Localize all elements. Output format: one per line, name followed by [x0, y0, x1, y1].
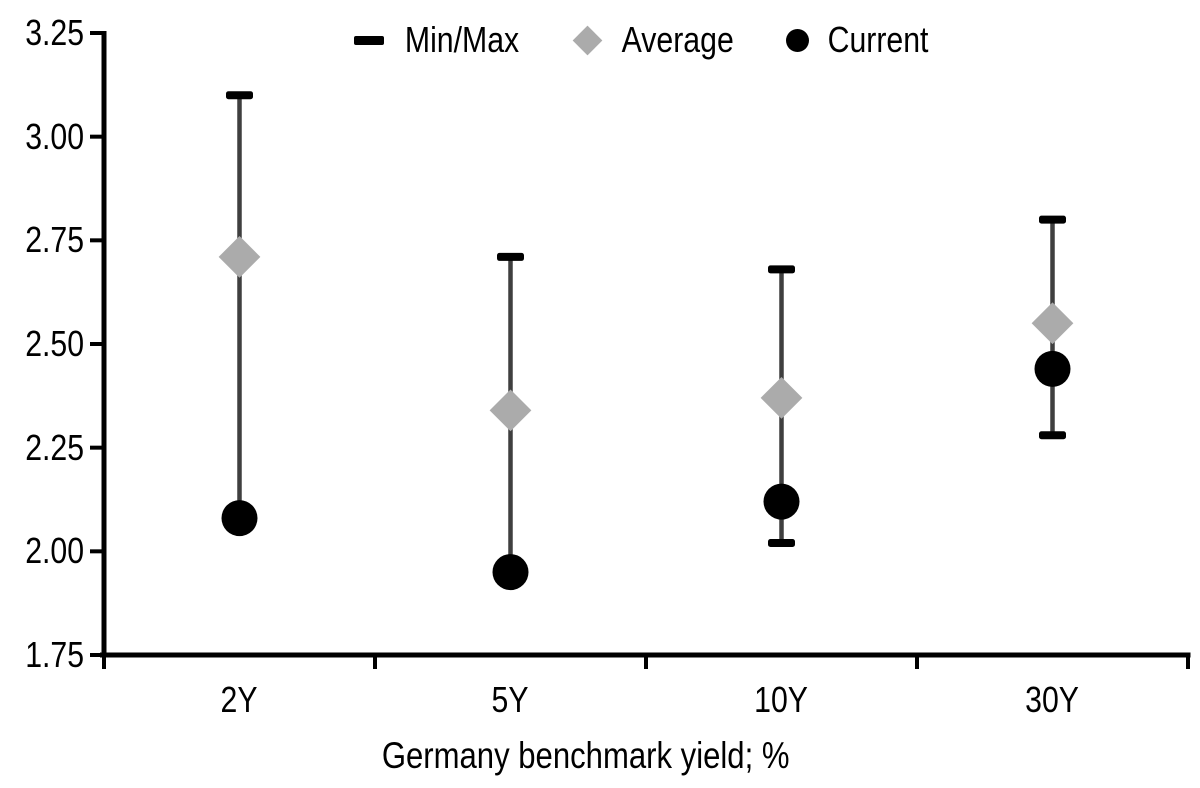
- current-marker-5Y: [492, 554, 529, 591]
- min-cap-10Y: [768, 539, 795, 548]
- minmax-dash-icon: [354, 35, 384, 45]
- x-axis-title: Germany benchmark yield; %: [286, 737, 886, 775]
- y-tick-label-3.25: 3.25: [25, 12, 84, 53]
- legend-item-minmax: Min/Max: [354, 20, 530, 60]
- current-marker-2Y: [221, 500, 258, 537]
- legend-label-average: Average: [621, 19, 734, 60]
- legend-item-average: Average: [572, 20, 744, 60]
- y-tick-label-3.00: 3.00: [25, 115, 84, 157]
- y-tick-label-1.75: 1.75: [25, 634, 84, 675]
- y-tick-label-2.00: 2.00: [25, 530, 84, 572]
- average-marker-30Y: [1031, 302, 1074, 345]
- x-axis-title-text: Germany benchmark yield; %: [382, 735, 790, 776]
- legend-item-current: Current: [786, 20, 938, 60]
- legend-label-minmax: Min/Max: [404, 19, 520, 60]
- max-cap-10Y: [768, 265, 795, 274]
- max-cap-5Y: [497, 252, 524, 261]
- max-cap-2Y: [226, 91, 253, 100]
- max-cap-30Y: [1039, 215, 1066, 224]
- x-category-label-2Y: 2Y: [220, 679, 258, 720]
- average-marker-10Y: [760, 377, 803, 419]
- x-category-label-5Y: 5Y: [491, 679, 529, 720]
- y-tick-label-2.50: 2.50: [25, 323, 84, 364]
- current-marker-10Y: [763, 483, 800, 520]
- legend: Min/Max Average Current: [354, 20, 939, 60]
- average-marker-2Y: [218, 236, 261, 278]
- y-tick-label-2.75: 2.75: [25, 219, 84, 261]
- current-circle-icon: [786, 28, 810, 52]
- legend-label-current: Current: [828, 19, 929, 60]
- min-cap-30Y: [1039, 431, 1066, 440]
- y-tick-label-2.25: 2.25: [25, 426, 84, 468]
- x-category-label-30Y: 30Y: [1025, 679, 1080, 720]
- current-marker-30Y: [1034, 350, 1071, 387]
- average-marker-5Y: [489, 389, 532, 432]
- x-category-label-10Y: 10Y: [754, 679, 809, 720]
